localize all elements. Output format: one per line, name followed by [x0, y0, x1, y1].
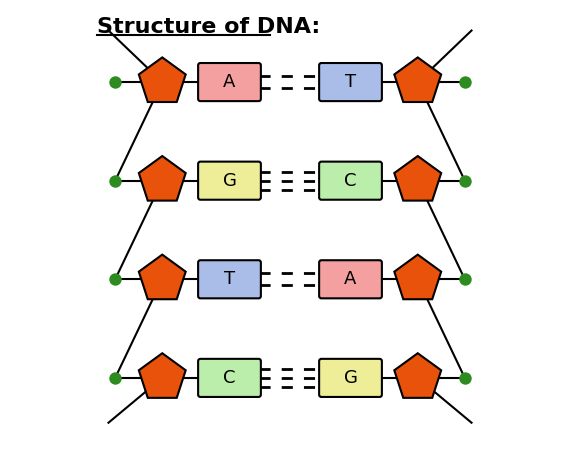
Point: [460, 78, 469, 86]
Point: [111, 374, 120, 382]
Text: C: C: [223, 369, 235, 387]
Polygon shape: [394, 57, 441, 102]
Text: C: C: [345, 172, 357, 190]
FancyBboxPatch shape: [319, 161, 382, 200]
Polygon shape: [394, 156, 441, 201]
Text: T: T: [345, 73, 356, 91]
Point: [460, 276, 469, 283]
FancyBboxPatch shape: [198, 260, 261, 298]
Text: G: G: [223, 172, 237, 190]
Polygon shape: [139, 255, 186, 299]
FancyBboxPatch shape: [319, 359, 382, 397]
FancyBboxPatch shape: [198, 359, 261, 397]
Text: G: G: [343, 369, 357, 387]
FancyBboxPatch shape: [319, 260, 382, 298]
Point: [111, 177, 120, 184]
Polygon shape: [394, 255, 441, 299]
Text: A: A: [345, 270, 357, 288]
Polygon shape: [139, 156, 186, 201]
FancyBboxPatch shape: [198, 161, 261, 200]
Text: Structure of DNA:: Structure of DNA:: [97, 17, 321, 37]
FancyBboxPatch shape: [198, 63, 261, 101]
Polygon shape: [139, 353, 186, 398]
Text: A: A: [223, 73, 235, 91]
Point: [111, 78, 120, 86]
FancyBboxPatch shape: [319, 63, 382, 101]
Polygon shape: [394, 353, 441, 398]
Text: T: T: [224, 270, 235, 288]
Polygon shape: [139, 57, 186, 102]
Point: [460, 374, 469, 382]
Point: [460, 177, 469, 184]
Point: [111, 276, 120, 283]
